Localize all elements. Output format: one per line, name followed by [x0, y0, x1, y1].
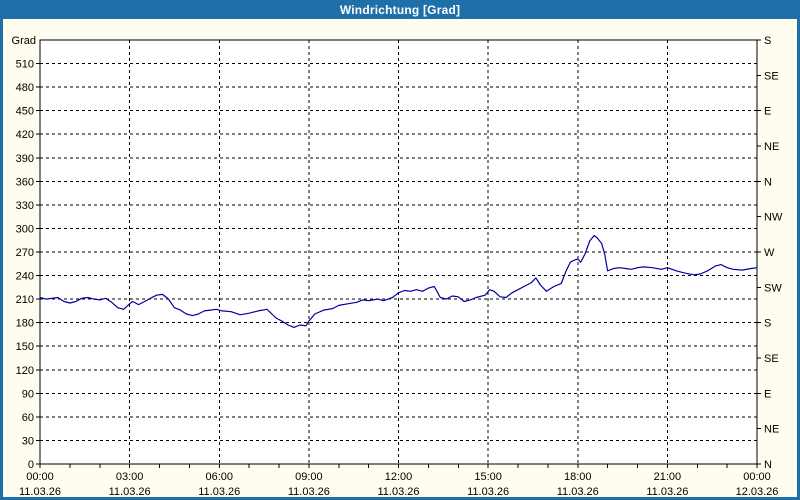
y-left-tick-label: 30 — [22, 435, 34, 447]
y-left-tick-label: 390 — [16, 153, 34, 165]
y-left-tick-label: 360 — [16, 176, 34, 188]
y-left-tick-label: 210 — [16, 294, 34, 306]
y-left-tick-label: 510 — [16, 59, 34, 71]
x-tick-time-label: 00:00 — [743, 471, 771, 483]
x-tick-date-label: 11.03.26 — [377, 486, 419, 498]
y-left-tick-label: 450 — [16, 106, 34, 118]
x-tick-date-label: 11.03.26 — [646, 486, 688, 498]
x-tick-date-label: 11.03.26 — [467, 486, 509, 498]
y-right-tick-label: N — [764, 459, 772, 471]
y-left-tick-label: 60 — [22, 412, 34, 424]
y-left-tick-label: 0 — [28, 459, 34, 471]
y-right-tick-label: E — [764, 388, 771, 400]
x-tick-date-label: 11.03.26 — [19, 486, 61, 498]
y-right-tick-label: S — [764, 318, 771, 330]
x-tick-time-label: 12:00 — [385, 471, 413, 483]
y-left-tick-label: 480 — [16, 82, 34, 94]
x-tick-time-label: 18:00 — [564, 471, 592, 483]
y-right-tick-label: SE — [764, 70, 779, 82]
y-right-tick-label: N — [764, 176, 772, 188]
y-left-tick-label: 420 — [16, 129, 34, 141]
y-left-tick-label: 120 — [16, 365, 34, 377]
window-title-bar: Windrichtung [Grad] — [3, 2, 797, 19]
y-right-tick-label: SW — [764, 282, 782, 294]
x-tick-time-label: 21:00 — [654, 471, 682, 483]
y-left-tick-label: 150 — [16, 341, 34, 353]
y-axis-unit-label: Grad — [12, 35, 36, 47]
y-right-tick-label: NE — [764, 141, 779, 153]
y-left-tick-label: 270 — [16, 247, 34, 259]
y-left-tick-label: 240 — [16, 271, 34, 283]
y-right-tick-label: S — [764, 35, 771, 47]
x-tick-date-label: 11.03.26 — [109, 486, 151, 498]
x-tick-time-label: 00:00 — [26, 471, 54, 483]
x-tick-date-label: 12.03.26 — [736, 486, 779, 498]
y-right-tick-label: E — [764, 106, 771, 118]
x-tick-time-label: 03:00 — [116, 471, 144, 483]
x-tick-date-label: 11.03.26 — [198, 486, 240, 498]
y-left-tick-label: 180 — [16, 318, 34, 330]
x-tick-date-label: 11.03.26 — [557, 486, 599, 498]
y-right-tick-label: NE — [764, 424, 779, 436]
y-right-tick-label: NW — [764, 212, 783, 224]
y-left-tick-label: 300 — [16, 223, 34, 235]
y-right-tick-label: SE — [764, 353, 779, 365]
x-tick-time-label: 06:00 — [205, 471, 233, 483]
x-tick-date-label: 11.03.26 — [288, 486, 330, 498]
y-left-tick-label: 330 — [16, 200, 34, 212]
x-tick-time-label: 09:00 — [295, 471, 323, 483]
x-tick-time-label: 15:00 — [474, 471, 502, 483]
y-right-tick-label: W — [764, 247, 775, 259]
y-left-tick-label: 90 — [22, 388, 34, 400]
wind-direction-line — [39, 234, 758, 328]
window-title: Windrichtung [Grad] — [339, 2, 461, 17]
